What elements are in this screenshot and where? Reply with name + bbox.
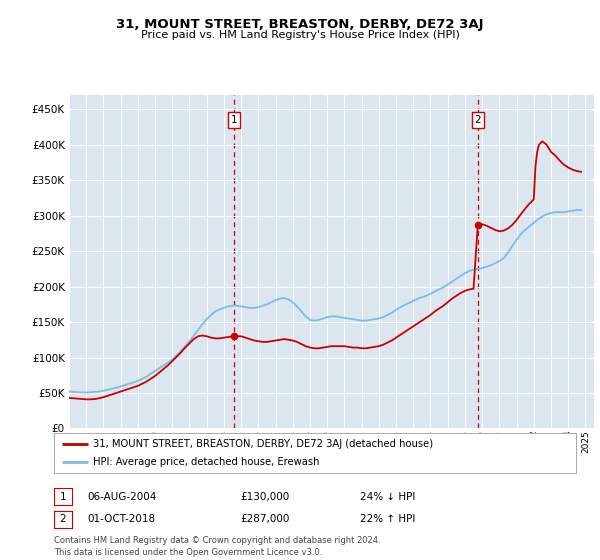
Text: Contains HM Land Registry data © Crown copyright and database right 2024.
This d: Contains HM Land Registry data © Crown c… (54, 536, 380, 557)
Text: £130,000: £130,000 (240, 492, 289, 502)
Text: HPI: Average price, detached house, Erewash: HPI: Average price, detached house, Erew… (93, 458, 320, 467)
Text: 1: 1 (59, 492, 67, 502)
Text: 1: 1 (231, 115, 238, 125)
Text: 06-AUG-2004: 06-AUG-2004 (87, 492, 157, 502)
Text: 24% ↓ HPI: 24% ↓ HPI (360, 492, 415, 502)
Text: Price paid vs. HM Land Registry's House Price Index (HPI): Price paid vs. HM Land Registry's House … (140, 30, 460, 40)
Text: 01-OCT-2018: 01-OCT-2018 (87, 514, 155, 524)
Text: 22% ↑ HPI: 22% ↑ HPI (360, 514, 415, 524)
Text: 31, MOUNT STREET, BREASTON, DERBY, DE72 3AJ: 31, MOUNT STREET, BREASTON, DERBY, DE72 … (116, 18, 484, 31)
Text: 2: 2 (475, 115, 481, 125)
Text: £287,000: £287,000 (240, 514, 289, 524)
Text: 2: 2 (59, 514, 67, 524)
Text: 31, MOUNT STREET, BREASTON, DERBY, DE72 3AJ (detached house): 31, MOUNT STREET, BREASTON, DERBY, DE72 … (93, 439, 433, 449)
